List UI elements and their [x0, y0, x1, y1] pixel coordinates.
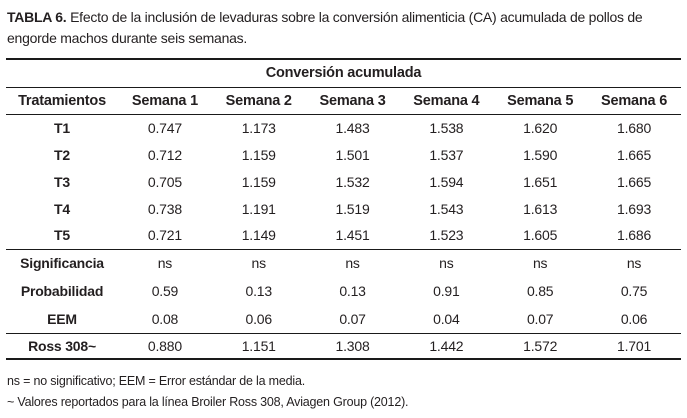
table-cell: 1.613 — [523, 200, 558, 217]
table-cell: 1.532 — [335, 173, 370, 190]
table-cell: 1.442 — [399, 332, 494, 359]
row-label-ross308: Ross 308~ — [6, 332, 119, 359]
table-cell: 0.06 — [245, 310, 273, 327]
table-cell: 1.620 — [523, 119, 558, 136]
table-caption: TABLA 6. Efecto de la inclusión de levad… — [7, 7, 679, 49]
table-caption-label: TABLA 6. — [7, 9, 67, 25]
conversion-table: Conversión acumulada Tratamientos Semana… — [6, 58, 681, 360]
column-header-semana1: Semana 1 — [118, 87, 212, 115]
table-row-t3: T3 0.705 1.159 1.532 1.594 1.651 1.665 — [6, 168, 681, 195]
table-cell: 1.519 — [335, 200, 370, 217]
row-label-probabilidad: Probabilidad — [20, 283, 104, 299]
table-cell: 1.665 — [617, 173, 652, 190]
row-label-t5: T5 — [54, 227, 70, 244]
table-cell: 1.537 — [429, 146, 464, 163]
table-cell: 1.159 — [241, 146, 276, 163]
table-cell: 0.880 — [118, 332, 212, 359]
row-label-t2: T2 — [54, 146, 70, 163]
column-header-semana5: Semana 5 — [493, 87, 588, 115]
table-cell: 0.705 — [147, 173, 182, 190]
table-cell: ns — [211, 248, 306, 277]
table-cell: 1.594 — [429, 173, 464, 190]
table-cell: ns — [587, 248, 681, 277]
table-row-probabilidad: Probabilidad 0.59 0.13 0.13 0.91 0.85 0.… — [6, 277, 681, 305]
row-label-significancia: Significancia — [6, 248, 119, 277]
table-row-t5: T5 0.721 1.149 1.451 1.523 1.605 1.686 — [6, 222, 681, 249]
table-cell: 1.693 — [617, 200, 652, 217]
paper-table-page: TABLA 6. Efecto de la inclusión de levad… — [0, 7, 687, 418]
row-label-t3: T3 — [54, 173, 70, 190]
table-cell: 1.651 — [523, 173, 558, 190]
table-cell: 1.173 — [241, 119, 276, 136]
table-cell: 0.07 — [526, 310, 554, 327]
footnote-ross308-source: ~ Valores reportados para la línea Broil… — [7, 394, 409, 409]
table-cell: 0.75 — [620, 283, 648, 299]
table-cell: 1.590 — [523, 146, 558, 163]
table-cell: ns — [493, 248, 588, 277]
table-row-eem: EEM 0.08 0.06 0.07 0.04 0.07 0.06 — [6, 305, 681, 333]
table-cell: 0.738 — [147, 200, 182, 217]
table-cell: 0.04 — [433, 310, 460, 327]
table-cell: 0.712 — [147, 146, 182, 163]
table-cell: ns — [118, 248, 212, 277]
table-cell: ns — [399, 248, 494, 277]
table-cell: 1.543 — [429, 200, 464, 217]
row-label-eem: EEM — [47, 310, 77, 327]
table-cell: 1.149 — [241, 227, 276, 244]
table-row-t4: T4 0.738 1.191 1.519 1.543 1.613 1.693 — [6, 195, 681, 222]
table-cell: 1.523 — [429, 227, 464, 244]
table-cell: 0.08 — [151, 310, 179, 327]
table-cell: 1.451 — [335, 227, 370, 244]
column-header-semana4: Semana 4 — [399, 87, 494, 115]
table-caption-text: Efecto de la inclusión de levaduras sobr… — [7, 9, 643, 46]
column-header-row: Tratamientos Semana 1 Semana 2 Semana 3 … — [6, 87, 681, 115]
table-cell: 0.59 — [151, 283, 179, 299]
table-row-ross308: Ross 308~ 0.880 1.151 1.308 1.442 1.572 … — [6, 332, 681, 359]
table-row-t1: T1 0.747 1.173 1.483 1.538 1.620 1.680 — [6, 114, 681, 141]
column-header-semana6: Semana 6 — [587, 87, 681, 115]
table-cell: 0.721 — [147, 227, 182, 244]
table-cell: 1.159 — [241, 173, 276, 190]
table-cell: 0.06 — [620, 310, 648, 327]
table-cell: 0.91 — [433, 283, 460, 299]
table-cell: 1.501 — [335, 146, 370, 163]
group-header-row: Conversión acumulada — [6, 59, 681, 88]
table-cell: 1.572 — [493, 332, 588, 359]
footnote-abbreviations: ns = no significativo; EEM = Error están… — [7, 374, 305, 388]
column-header-semana2: Semana 2 — [211, 87, 306, 115]
table-cell: 0.747 — [147, 119, 182, 136]
table-cell: 0.07 — [339, 310, 366, 327]
table-row-significancia: Significancia ns ns ns ns ns ns — [6, 248, 681, 277]
table-cell: 1.151 — [211, 332, 306, 359]
table-cell: ns — [305, 248, 400, 277]
table-footnotes: ns = no significativo; EEM = Error están… — [7, 371, 679, 413]
table-row-t2: T2 0.712 1.159 1.501 1.537 1.590 1.665 — [6, 141, 681, 168]
row-label-t4: T4 — [54, 200, 70, 217]
table-cell: 0.85 — [526, 283, 554, 299]
table-cell: 1.680 — [617, 119, 652, 136]
column-header-semana3: Semana 3 — [305, 87, 400, 115]
table-cell: 1.665 — [617, 146, 652, 163]
table-cell: 1.686 — [617, 227, 652, 244]
group-header: Conversión acumulada — [6, 59, 681, 88]
column-header-tratamientos: Tratamientos — [6, 87, 119, 115]
table-cell: 1.605 — [523, 227, 558, 244]
table-cell: 1.191 — [241, 200, 276, 217]
table-cell: 1.308 — [305, 332, 400, 359]
table-cell: 1.701 — [587, 332, 681, 359]
table-cell: 1.538 — [429, 119, 464, 136]
table-cell: 0.13 — [245, 283, 273, 299]
row-label-t1: T1 — [54, 119, 70, 136]
table-cell: 0.13 — [339, 283, 366, 299]
table-cell: 1.483 — [335, 119, 370, 136]
